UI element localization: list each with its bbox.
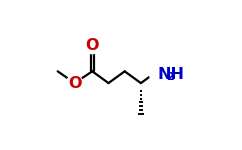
Text: O: O — [85, 38, 99, 53]
Text: 2: 2 — [166, 72, 174, 82]
Circle shape — [67, 75, 83, 91]
Text: NH: NH — [157, 67, 184, 82]
Circle shape — [150, 63, 172, 85]
Circle shape — [84, 38, 100, 54]
Text: O: O — [68, 76, 81, 91]
